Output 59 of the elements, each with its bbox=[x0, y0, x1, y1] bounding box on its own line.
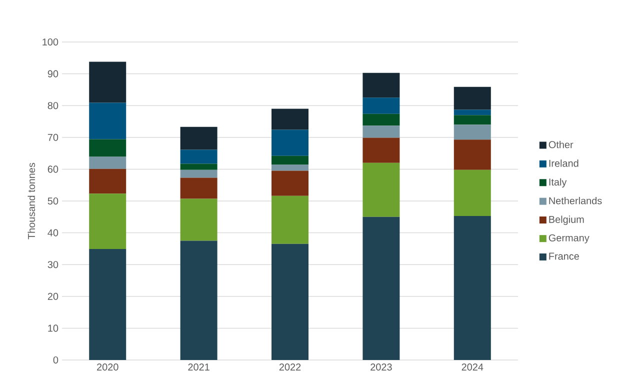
bar bbox=[89, 156, 126, 169]
bar bbox=[454, 110, 491, 116]
bar bbox=[272, 244, 309, 360]
legend-label: Netherlands bbox=[549, 196, 602, 204]
y-tick-label: 50 bbox=[48, 197, 58, 205]
y-tick-label: 100 bbox=[42, 38, 58, 46]
bar bbox=[362, 98, 400, 114]
legend-label: Other bbox=[548, 140, 574, 148]
bar bbox=[272, 130, 309, 156]
bar bbox=[180, 150, 218, 164]
bar bbox=[89, 102, 126, 140]
x-tick-label: 2024 bbox=[462, 364, 484, 371]
legend-label: Belgium bbox=[549, 216, 584, 225]
bar bbox=[180, 198, 218, 241]
bar bbox=[362, 72, 400, 98]
y-tick-label: 30 bbox=[48, 261, 58, 268]
bar bbox=[272, 170, 309, 196]
bar bbox=[180, 170, 218, 178]
bar bbox=[362, 126, 400, 138]
legend-label: Italy bbox=[549, 178, 567, 188]
bar bbox=[180, 178, 218, 199]
bar bbox=[272, 196, 309, 244]
legend-label: Ireland bbox=[549, 160, 578, 167]
bar bbox=[454, 124, 491, 140]
y-tick-label: 10 bbox=[48, 324, 58, 332]
bar bbox=[180, 240, 218, 360]
y-tick-label: 20 bbox=[48, 292, 58, 300]
y-axis-title: Thousand tonnes bbox=[28, 162, 36, 240]
bar bbox=[89, 194, 126, 250]
x-tick-label: 2023 bbox=[370, 364, 392, 371]
bar bbox=[89, 249, 126, 360]
bar bbox=[89, 139, 126, 157]
bar bbox=[272, 108, 309, 130]
y-tick-label: 70 bbox=[48, 134, 58, 141]
bar bbox=[454, 115, 491, 125]
bar bbox=[180, 164, 218, 170]
bar bbox=[454, 140, 491, 170]
bar bbox=[362, 114, 400, 126]
bar bbox=[454, 170, 491, 216]
legend-label: Germany bbox=[548, 234, 590, 244]
bar bbox=[180, 126, 218, 150]
x-tick-label: 2020 bbox=[97, 364, 118, 371]
bar bbox=[89, 168, 126, 194]
x-tick-label: 2022 bbox=[279, 364, 301, 371]
y-tick-label: 90 bbox=[48, 70, 58, 78]
bar bbox=[454, 216, 491, 360]
y-tick-label: 40 bbox=[48, 229, 58, 236]
bar bbox=[454, 86, 491, 110]
y-tick-label: 60 bbox=[48, 166, 58, 173]
bar bbox=[89, 62, 126, 103]
y-tick-label: 80 bbox=[48, 102, 58, 110]
y-tick-label: 0 bbox=[53, 356, 58, 364]
bar bbox=[362, 138, 400, 163]
x-tick-label: 2021 bbox=[188, 364, 210, 371]
bar bbox=[362, 162, 400, 217]
bar bbox=[272, 164, 309, 171]
bar bbox=[272, 156, 309, 165]
bar bbox=[362, 216, 400, 360]
legend-label: France bbox=[549, 252, 579, 260]
